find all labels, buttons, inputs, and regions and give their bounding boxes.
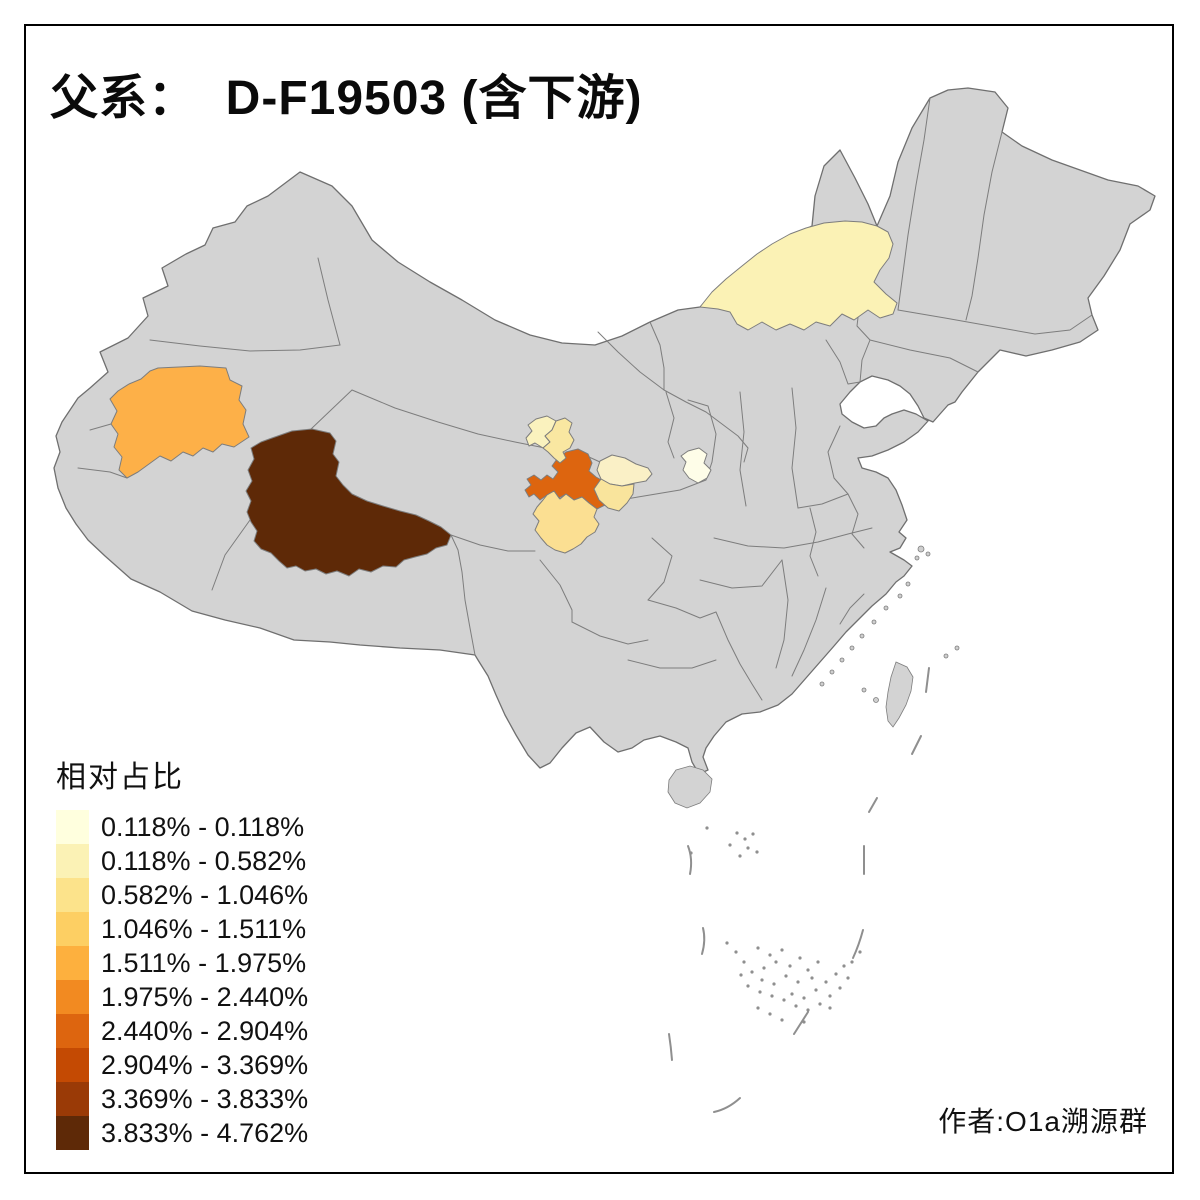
legend-row: 1.975% - 2.440%: [56, 980, 308, 1014]
choropleth-regions: [109, 220, 898, 577]
legend-row: 0.582% - 1.046%: [56, 878, 308, 912]
legend-swatch: [56, 980, 89, 1014]
legend-swatch: [56, 810, 89, 844]
region-southwest-xinjiang: [109, 365, 250, 479]
legend: 相对占比 0.118% - 0.118% 0.118% - 0.582% 0.5…: [56, 752, 308, 1150]
legend-swatch: [56, 946, 89, 980]
region-qinghai-tibet-dark: [245, 428, 452, 577]
hainan-island: [667, 765, 713, 809]
legend-label: 0.118% - 0.118%: [101, 812, 305, 842]
legend-row: 0.118% - 0.118%: [56, 810, 308, 844]
legend-row: 2.440% - 2.904%: [56, 1014, 308, 1048]
legend-row: 1.511% - 1.975%: [56, 946, 308, 980]
region-north-sichuan: [532, 490, 600, 554]
page-title: 父系： D-F19503 (含下游): [50, 72, 643, 125]
region-small-east-cell: [542, 417, 575, 464]
region-inner-mongolia-league: [699, 220, 898, 331]
legend-swatch: [56, 844, 89, 878]
attribution: 作者:O1a溯源群: [938, 1106, 1148, 1137]
legend-row: 1.046% - 1.511%: [56, 912, 308, 946]
south-china-sea-islands: [689, 826, 862, 1024]
province-boundaries: [77, 97, 1093, 701]
legend-row: 3.369% - 3.833%: [56, 1082, 308, 1116]
legend-row: 3.833% - 4.762%: [56, 1116, 308, 1150]
legend-swatch: [56, 1014, 89, 1048]
legend-swatch: [56, 1116, 89, 1150]
legend-label: 1.046% - 1.511%: [101, 914, 307, 944]
legend-title: 相对占比: [56, 761, 184, 794]
legend-row: 2.904% - 3.369%: [56, 1048, 308, 1082]
legend-label: 3.833% - 4.762%: [101, 1118, 309, 1148]
legend-label: 1.511% - 1.975%: [101, 948, 307, 978]
legend-swatch: [56, 878, 89, 912]
legend-swatch: [56, 1048, 89, 1082]
legend-label: 2.440% - 2.904%: [101, 1016, 309, 1046]
legend-label: 3.369% - 3.833%: [101, 1084, 309, 1114]
legend-row: 0.118% - 0.582%: [56, 844, 308, 878]
legend-label: 1.975% - 2.440%: [101, 982, 309, 1012]
legend-label: 0.118% - 0.582%: [101, 846, 307, 876]
legend-swatch: [56, 912, 89, 946]
taiwan-island: [885, 661, 914, 728]
legend-label: 2.904% - 3.369%: [101, 1050, 309, 1080]
legend-swatch: [56, 1082, 89, 1116]
region-south-shaanxi-pale: [680, 447, 712, 484]
nine-dash-line-segments: [668, 667, 930, 1113]
coastal-islets: [819, 545, 960, 703]
legend-label: 0.582% - 1.046%: [101, 880, 309, 910]
region-lower-yellow-cell: [593, 478, 635, 512]
